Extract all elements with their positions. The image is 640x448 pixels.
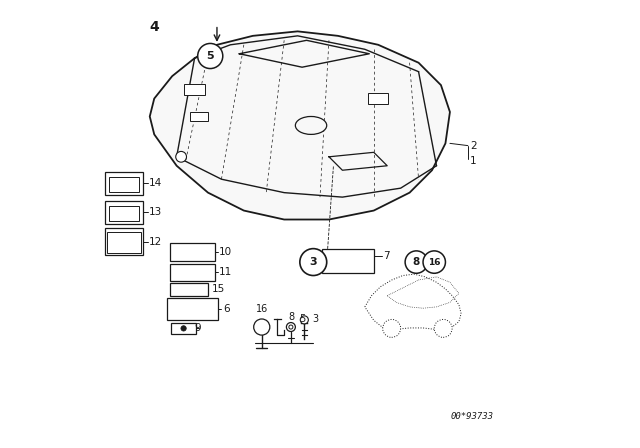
Circle shape <box>181 326 186 331</box>
Text: 6: 6 <box>223 304 229 314</box>
Text: 15: 15 <box>212 284 225 294</box>
Text: 7: 7 <box>383 251 389 262</box>
Text: 10: 10 <box>220 247 232 257</box>
Bar <box>167 298 218 320</box>
Polygon shape <box>150 31 450 220</box>
Bar <box>172 323 196 334</box>
Circle shape <box>300 249 327 276</box>
Circle shape <box>176 151 186 162</box>
Text: 3: 3 <box>312 314 319 324</box>
Text: 14: 14 <box>149 178 162 188</box>
Ellipse shape <box>296 116 327 134</box>
Bar <box>105 172 143 195</box>
Text: 5: 5 <box>299 314 305 324</box>
Circle shape <box>383 319 401 337</box>
Bar <box>170 243 215 261</box>
Circle shape <box>300 316 308 324</box>
Bar <box>368 93 388 104</box>
Text: 12: 12 <box>149 237 162 247</box>
Text: 3: 3 <box>310 257 317 267</box>
Text: 8: 8 <box>289 312 295 322</box>
Bar <box>105 228 143 255</box>
Text: 5: 5 <box>207 51 214 61</box>
Text: 4: 4 <box>150 20 159 34</box>
Bar <box>170 283 208 296</box>
Bar <box>109 177 139 192</box>
Text: 11: 11 <box>220 267 232 277</box>
Circle shape <box>405 251 428 273</box>
Circle shape <box>423 251 445 273</box>
Circle shape <box>435 319 452 337</box>
Circle shape <box>289 325 293 329</box>
Circle shape <box>253 319 270 335</box>
Circle shape <box>287 323 296 332</box>
Circle shape <box>198 43 223 69</box>
Bar <box>190 112 208 121</box>
Text: 00*93733: 00*93733 <box>451 412 494 421</box>
Bar <box>108 232 141 253</box>
Text: 16: 16 <box>428 258 440 267</box>
Text: 16: 16 <box>255 304 268 314</box>
Text: 2: 2 <box>470 141 477 151</box>
Bar <box>323 249 374 273</box>
Text: 9: 9 <box>195 323 201 333</box>
Bar <box>109 206 139 221</box>
Text: 13: 13 <box>149 207 162 217</box>
Text: 8: 8 <box>413 257 420 267</box>
Text: 1: 1 <box>470 156 477 166</box>
Bar <box>184 84 205 95</box>
Bar <box>170 264 215 281</box>
Bar <box>105 201 143 224</box>
